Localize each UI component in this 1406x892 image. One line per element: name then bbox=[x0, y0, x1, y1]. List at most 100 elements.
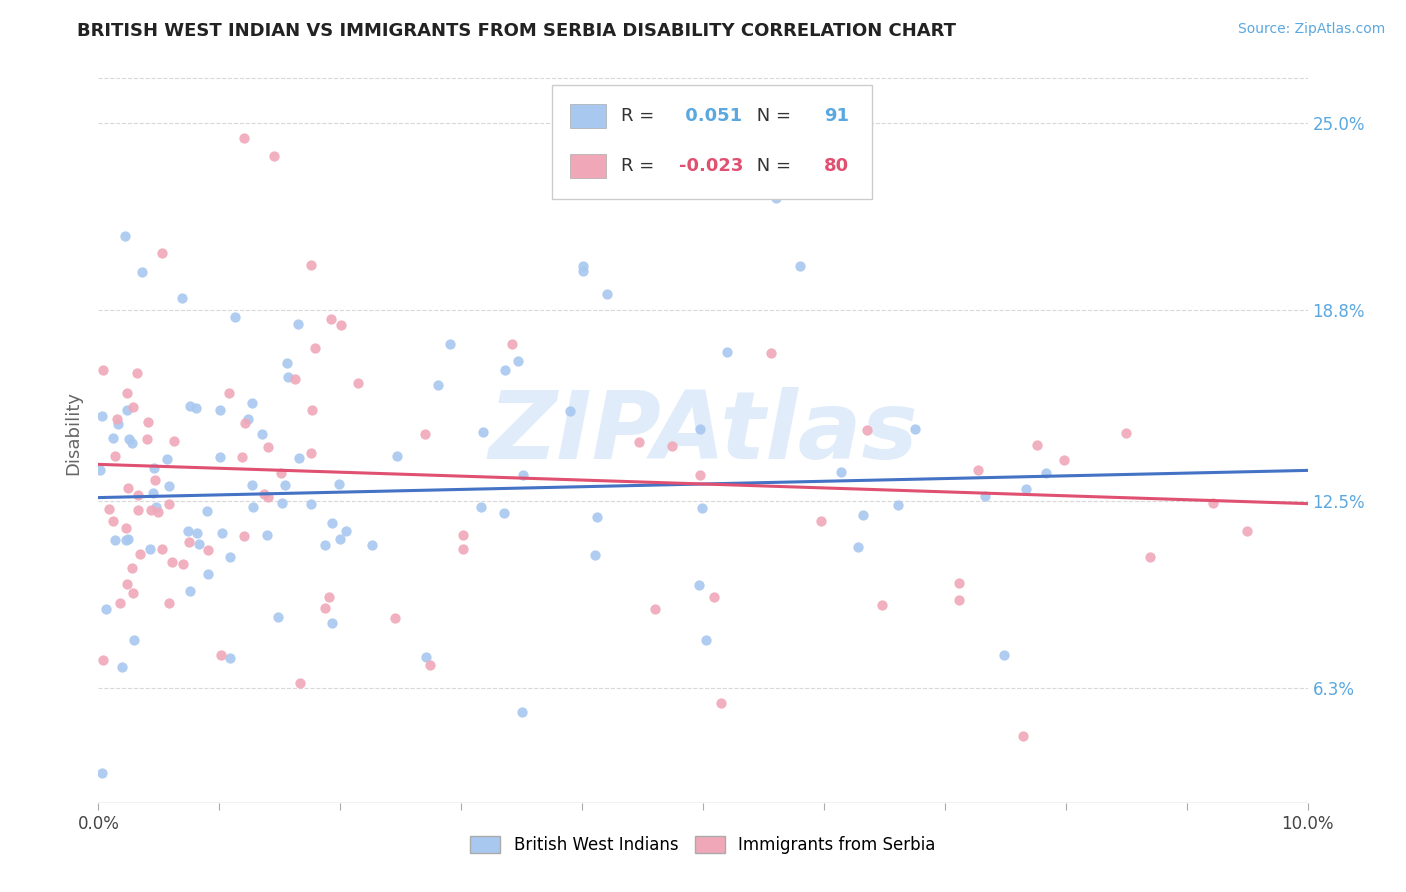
Text: 0.051: 0.051 bbox=[679, 107, 742, 125]
Text: 91: 91 bbox=[824, 107, 849, 125]
Point bbox=[117, 432, 139, 446]
Point bbox=[321, 516, 343, 531]
Point bbox=[142, 486, 165, 500]
Text: Source: ZipAtlas.com: Source: ZipAtlas.com bbox=[1237, 22, 1385, 37]
Point bbox=[284, 372, 307, 386]
Point bbox=[145, 500, 167, 514]
Point bbox=[510, 705, 533, 719]
Point bbox=[114, 228, 136, 243]
Point bbox=[197, 566, 219, 581]
Point bbox=[186, 525, 208, 540]
Point bbox=[179, 399, 201, 413]
Point bbox=[104, 533, 127, 548]
Text: -0.023: -0.023 bbox=[679, 157, 744, 175]
Point bbox=[127, 488, 149, 502]
Point bbox=[385, 449, 408, 463]
Point bbox=[218, 650, 240, 665]
Point bbox=[419, 658, 441, 673]
Point bbox=[277, 370, 299, 384]
Point bbox=[256, 528, 278, 542]
Point bbox=[125, 366, 148, 380]
Point bbox=[703, 591, 725, 605]
Point bbox=[115, 521, 138, 535]
Point bbox=[91, 653, 114, 667]
Point bbox=[209, 648, 232, 662]
Point bbox=[242, 500, 264, 515]
Point bbox=[689, 578, 711, 592]
Point bbox=[716, 345, 738, 359]
Point bbox=[172, 558, 194, 572]
Point bbox=[695, 633, 717, 648]
Point bbox=[145, 473, 167, 487]
Point bbox=[240, 396, 263, 410]
Point bbox=[299, 497, 322, 511]
Point bbox=[117, 386, 139, 401]
Point bbox=[384, 611, 406, 625]
Point bbox=[150, 541, 173, 556]
Point bbox=[661, 439, 683, 453]
Point bbox=[304, 341, 326, 355]
Point bbox=[157, 479, 180, 493]
Point bbox=[335, 524, 357, 538]
Point bbox=[240, 478, 263, 492]
FancyBboxPatch shape bbox=[569, 154, 606, 178]
Point bbox=[114, 533, 136, 548]
Text: N =: N = bbox=[751, 107, 797, 125]
Point bbox=[470, 500, 492, 514]
Point bbox=[328, 477, 350, 491]
Point bbox=[117, 533, 139, 547]
Point bbox=[1236, 524, 1258, 538]
Point bbox=[492, 507, 515, 521]
Point bbox=[512, 468, 534, 483]
Point bbox=[948, 593, 970, 607]
Text: 80: 80 bbox=[824, 157, 849, 175]
Point bbox=[585, 510, 607, 524]
Point bbox=[1035, 466, 1057, 480]
Point bbox=[1115, 425, 1137, 440]
Point bbox=[415, 650, 437, 665]
Point bbox=[494, 363, 516, 377]
Point bbox=[122, 401, 145, 415]
Point bbox=[101, 515, 124, 529]
Point bbox=[765, 191, 787, 205]
Y-axis label: Disability: Disability bbox=[65, 391, 83, 475]
Point bbox=[1012, 730, 1035, 744]
Point bbox=[233, 416, 256, 430]
Point bbox=[218, 385, 240, 400]
Point bbox=[232, 131, 254, 145]
Point bbox=[501, 337, 523, 351]
Point bbox=[887, 498, 910, 512]
Point bbox=[122, 586, 145, 600]
Point bbox=[314, 538, 336, 552]
Point bbox=[472, 425, 495, 440]
Point bbox=[506, 353, 529, 368]
Point bbox=[572, 259, 595, 273]
Point bbox=[150, 245, 173, 260]
Point bbox=[1139, 549, 1161, 564]
Point bbox=[97, 501, 120, 516]
Point bbox=[810, 514, 832, 528]
FancyBboxPatch shape bbox=[569, 103, 606, 128]
Point bbox=[993, 648, 1015, 663]
Point bbox=[328, 532, 350, 546]
Point bbox=[439, 336, 461, 351]
Point bbox=[1053, 453, 1076, 467]
Point bbox=[121, 436, 143, 450]
FancyBboxPatch shape bbox=[551, 85, 872, 200]
Point bbox=[644, 602, 666, 616]
Point bbox=[596, 287, 619, 301]
Point bbox=[184, 401, 207, 415]
Point bbox=[89, 463, 111, 477]
Point bbox=[270, 495, 292, 509]
Point bbox=[856, 423, 879, 437]
Point bbox=[252, 427, 274, 442]
Point bbox=[1025, 438, 1047, 452]
Point bbox=[129, 547, 152, 561]
Point bbox=[321, 312, 343, 326]
Point bbox=[117, 576, 139, 591]
Point bbox=[257, 490, 280, 504]
Point bbox=[127, 502, 149, 516]
Point bbox=[870, 599, 893, 613]
Point bbox=[135, 432, 157, 446]
Point bbox=[91, 409, 114, 423]
